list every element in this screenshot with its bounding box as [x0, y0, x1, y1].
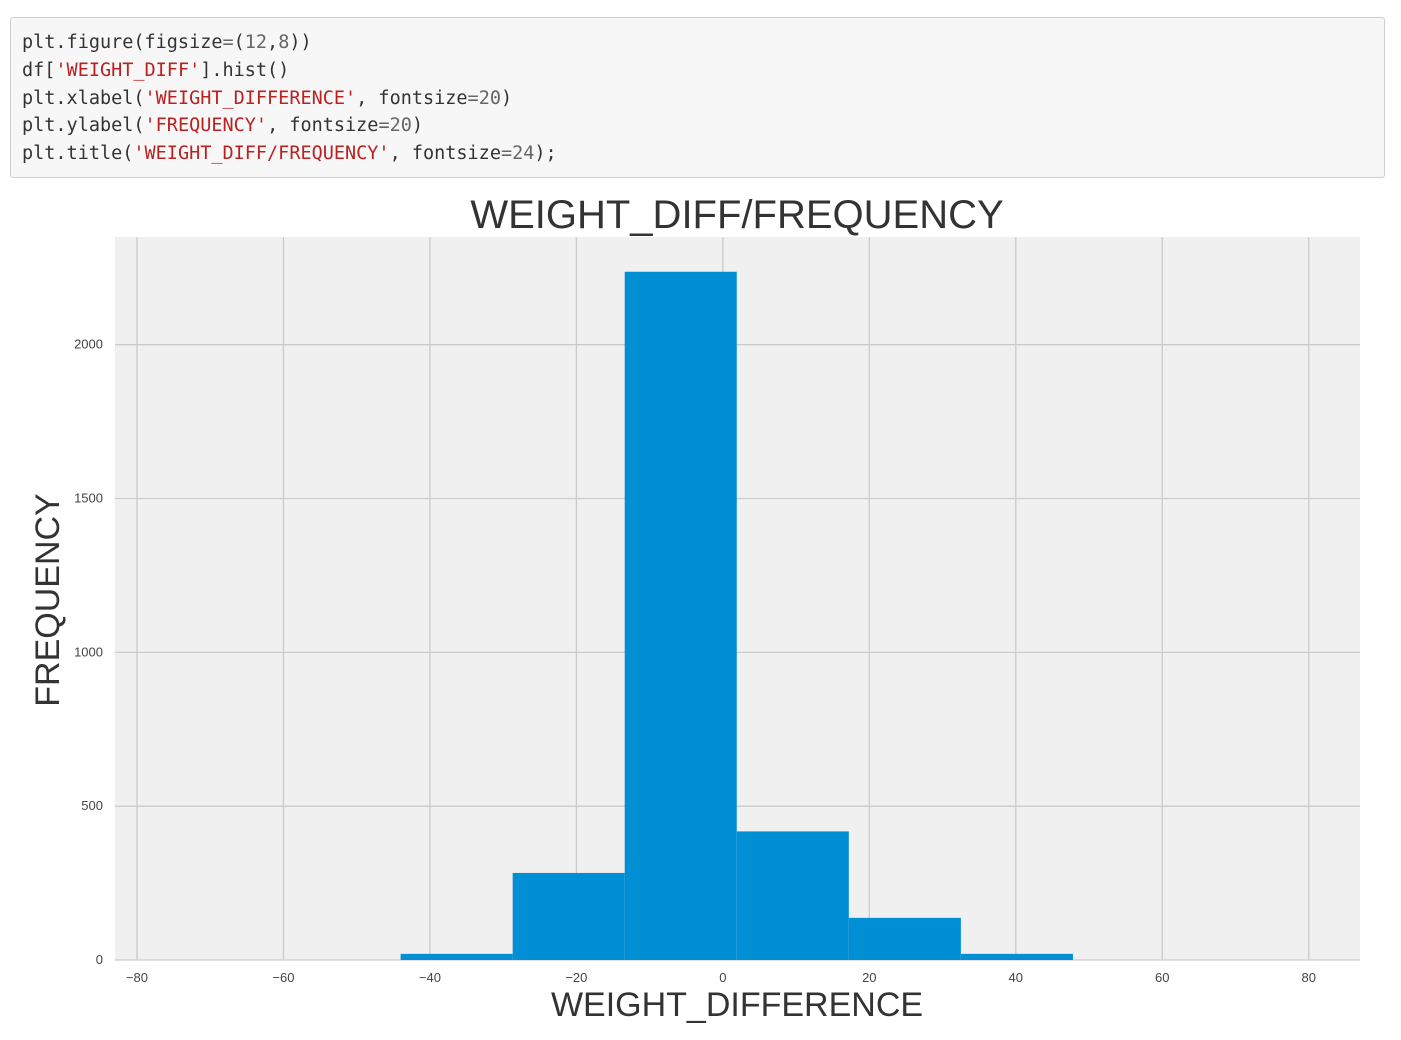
- y-tick-label: 500: [81, 798, 103, 813]
- code-token: );: [534, 143, 557, 165]
- y-axis-label: FREQUENCY: [29, 493, 67, 706]
- code-token: ,: [267, 32, 279, 53]
- x-tick-label: −60: [272, 970, 294, 985]
- x-tick-label: 20: [862, 970, 876, 985]
- x-tick-label: 40: [1009, 970, 1023, 985]
- x-tick-label: 0: [719, 970, 726, 985]
- code-token: plt.figure(figsize: [22, 32, 223, 53]
- y-tick-label: 1500: [74, 491, 103, 506]
- x-tick-label: −80: [126, 970, 148, 985]
- code-string: 'FREQUENCY': [144, 115, 268, 137]
- code-line: plt.xlabel('WEIGHT_DIFFERENCE', fontsize…: [22, 85, 1384, 113]
- code-token: )): [289, 32, 312, 53]
- code-number: 24: [512, 143, 535, 165]
- x-tick-labels: −80 −60 −40 −20 0 20 40 60 80: [126, 970, 1316, 985]
- code-token: plt.xlabel(: [22, 87, 145, 109]
- histogram-bar: [960, 953, 1073, 960]
- code-number: 12: [244, 32, 268, 53]
- histogram-bar: [400, 953, 513, 960]
- code-token: , fontsize: [267, 115, 379, 137]
- code-number: 20: [478, 87, 501, 109]
- code-token: ): [411, 115, 424, 137]
- y-tick-label: 0: [96, 952, 103, 967]
- x-tick-label: 60: [1155, 970, 1169, 985]
- histogram-bar: [624, 271, 737, 961]
- code-token: =: [500, 143, 513, 165]
- y-tick-label: 2000: [74, 337, 103, 352]
- histogram-bar: [736, 831, 849, 960]
- code-token: ].hist(): [200, 59, 290, 81]
- chart-title: WEIGHT_DIFF/FREQUENCY: [470, 193, 1003, 237]
- code-token: plt.title(: [22, 143, 134, 165]
- code-string: 'WEIGHT_DIFF': [55, 59, 201, 81]
- y-tick-labels: 0 500 1000 1500 2000: [74, 337, 103, 967]
- code-token: (: [233, 32, 245, 53]
- code-token: =: [467, 87, 479, 109]
- code-token: =: [222, 32, 234, 53]
- code-line: plt.title('WEIGHT_DIFF/FREQUENCY', fonts…: [22, 140, 1384, 168]
- histogram-chart: −80 −60 −40 −20 0 20 40 60 80 0 500 1000 1500 2000 W…: [29, 193, 1360, 1024]
- code-line: plt.ylabel('FREQUENCY', fontsize=20): [22, 112, 1384, 140]
- x-axis-label: WEIGHT_DIFFERENCE: [551, 986, 923, 1024]
- code-number: 8: [278, 32, 290, 53]
- code-number: 20: [389, 115, 412, 137]
- code-token: ): [500, 87, 513, 109]
- code-token: , fontsize: [389, 143, 501, 165]
- code-token: df[: [22, 59, 56, 81]
- code-line: df['WEIGHT_DIFF'].hist(): [22, 57, 1384, 85]
- y-tick-label: 1000: [74, 644, 103, 659]
- code-string: 'WEIGHT_DIFF/FREQUENCY': [133, 143, 390, 165]
- histogram-bar: [512, 872, 625, 960]
- code-token: plt.ylabel(: [22, 115, 145, 137]
- code-line: plt.figure(figsize=(12,8)): [22, 29, 1384, 57]
- code-string: 'WEIGHT_DIFFERENCE': [144, 87, 357, 109]
- x-tick-label: 80: [1302, 970, 1316, 985]
- x-tick-label: −20: [565, 970, 587, 985]
- histogram-bars: [400, 271, 1073, 961]
- code-cell[interactable]: plt.figure(figsize=(12,8)) df['WEIGHT_DIF…: [10, 17, 1385, 178]
- code-token: =: [378, 115, 390, 137]
- x-tick-label: −40: [419, 970, 441, 985]
- code-token: , fontsize: [356, 87, 468, 109]
- histogram-bar: [848, 917, 961, 960]
